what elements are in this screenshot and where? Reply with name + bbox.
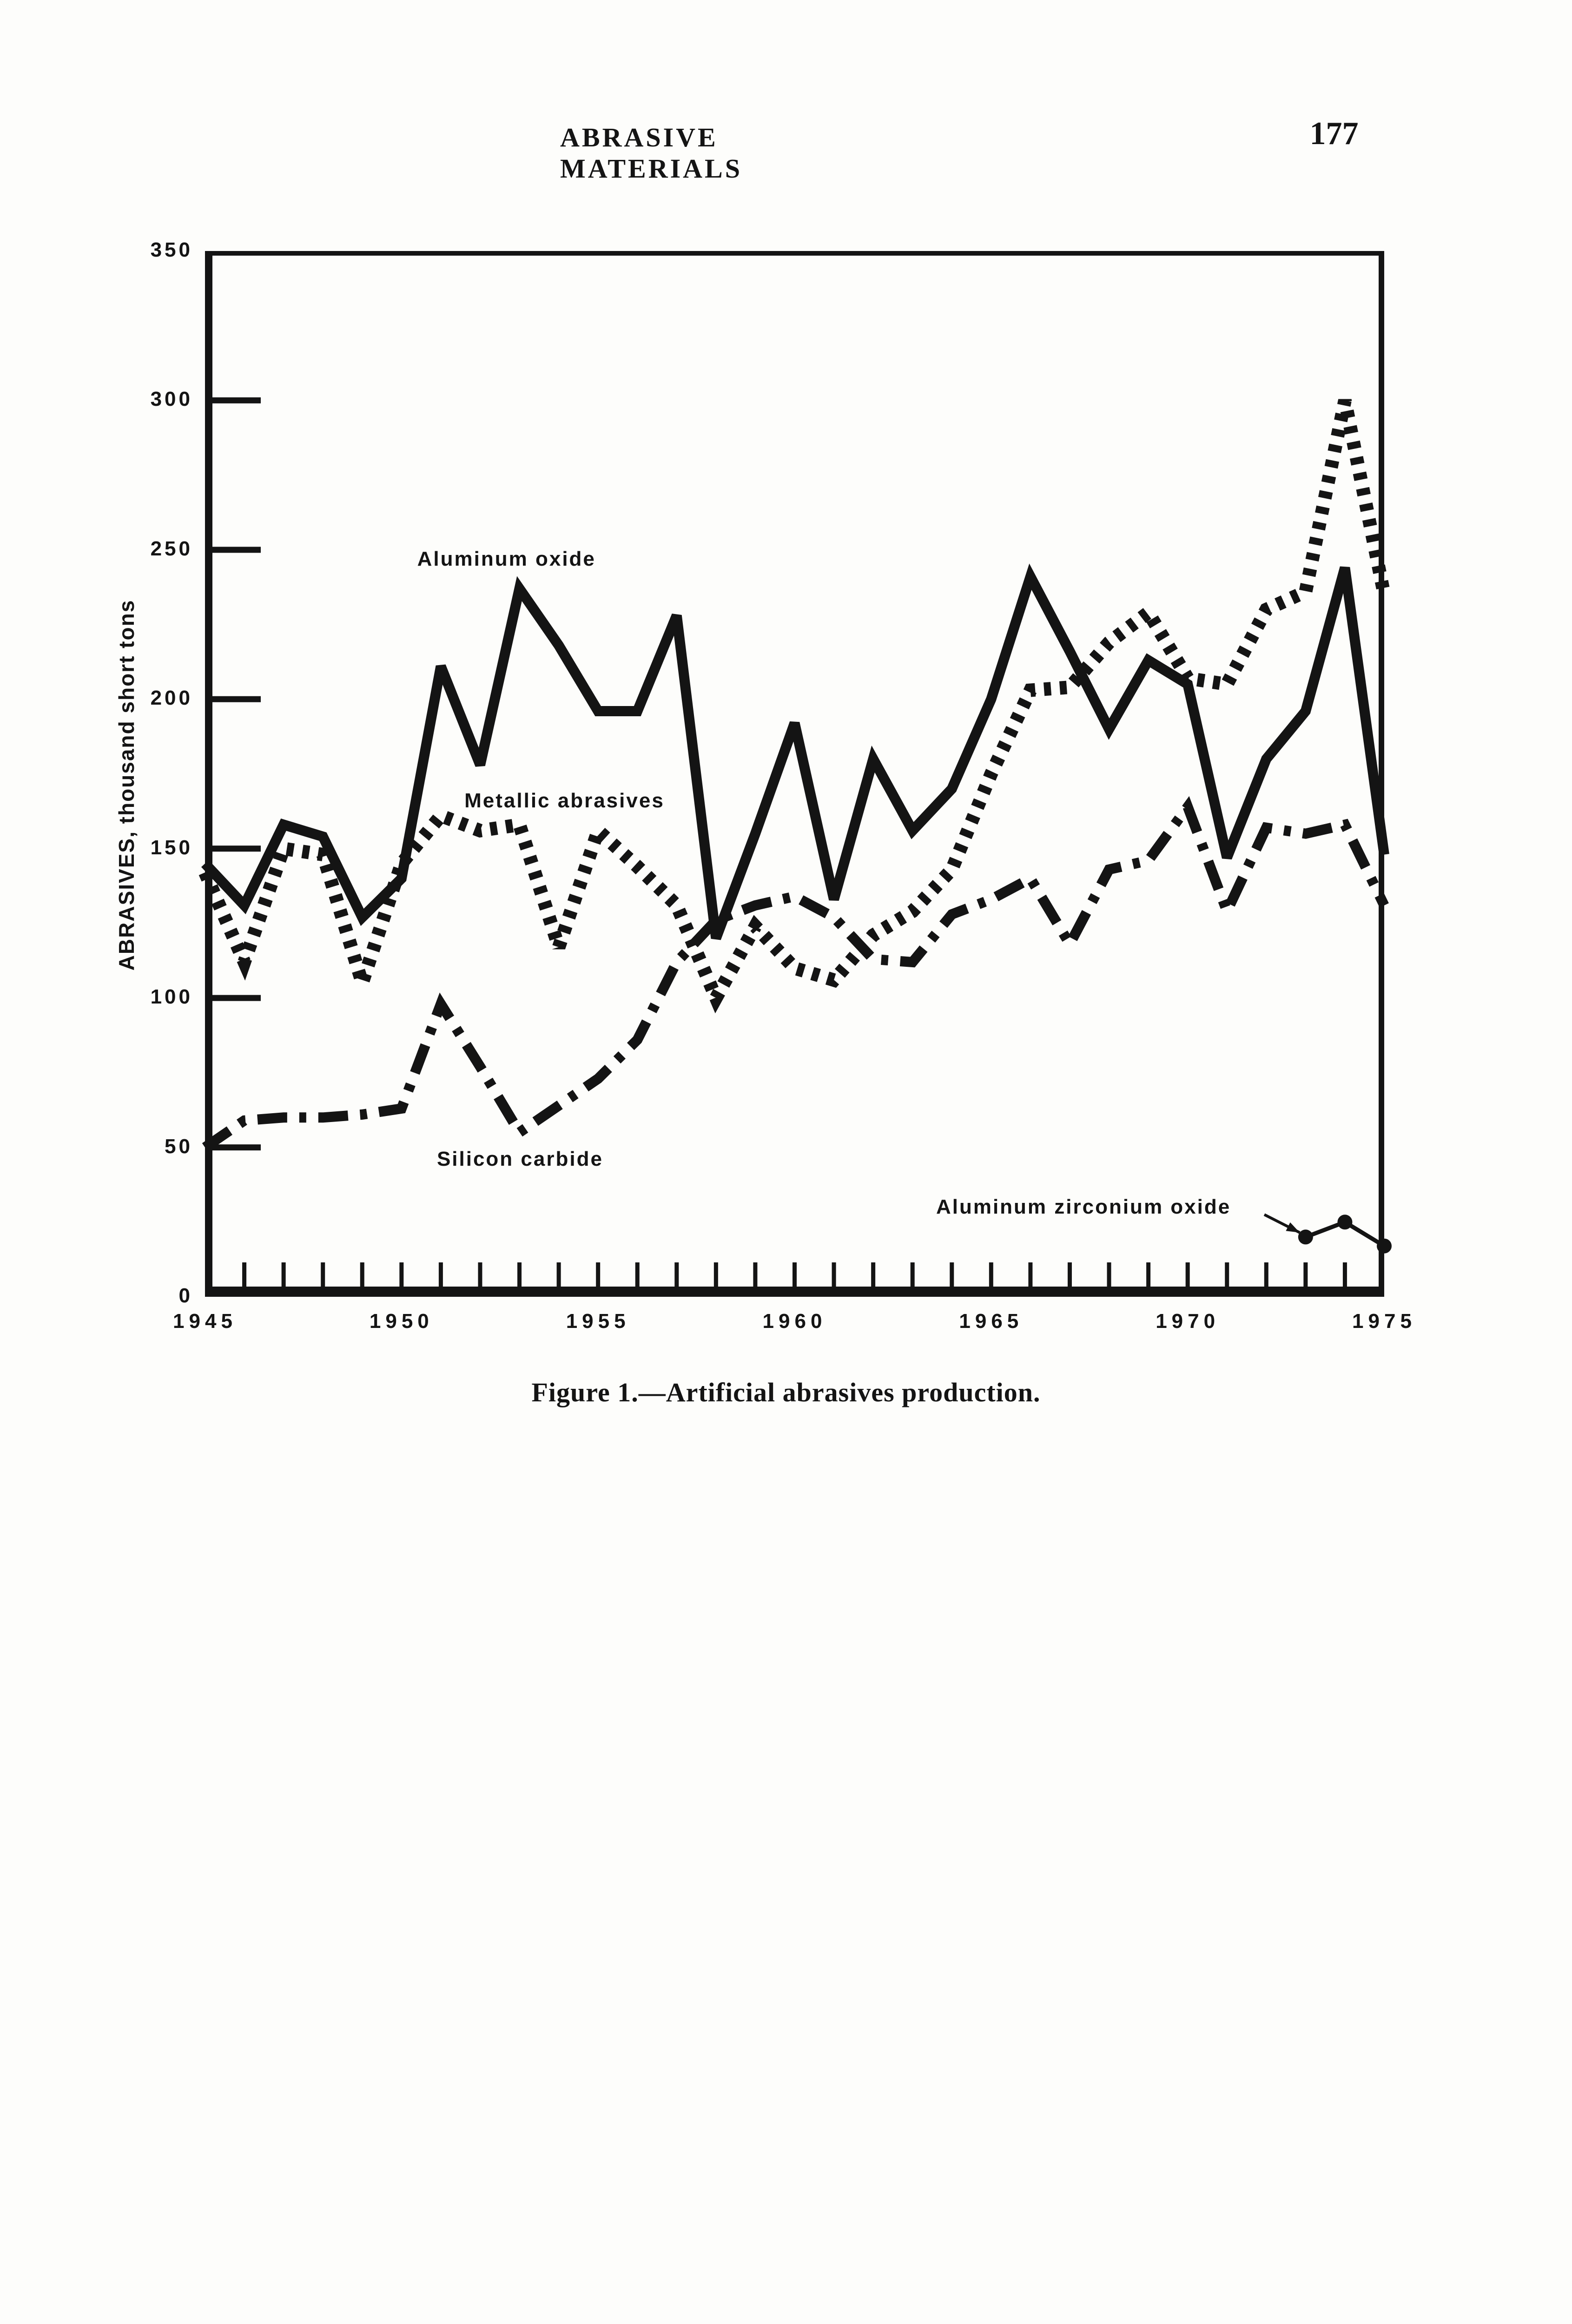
y-tick-label: 200 [150,687,193,710]
series-line-metallic-abrasives [198,399,1391,1014]
x-tick-label: 1970 [1156,1310,1220,1333]
x-tick-label: 1965 [959,1310,1024,1333]
series-label-aluminum-zirconium-oxide: Aluminum zirconium oxide [936,1195,1231,1219]
x-tick-label: 1960 [762,1310,827,1333]
y-tick-label: 50 [165,1135,193,1158]
data-point-marker [1298,1229,1313,1245]
x-tick-label: 1975 [1352,1310,1416,1333]
chart-canvas [198,251,1392,1297]
y-tick-label: 300 [150,388,193,411]
series-line-silicon-carbide [202,796,1389,1152]
y-tick-label: 350 [150,238,193,261]
y-tick-label: 0 [178,1284,193,1307]
y-tick-label: 250 [150,537,193,560]
series-label-silicon-carbide: Silicon carbide [436,1148,603,1171]
series-label-metallic-abrasives: Metallic abrasives [464,789,665,812]
data-point-marker [1337,1215,1353,1230]
data-point-marker [1377,1238,1392,1254]
figure-caption: Figure 1.—Artificial abrasives productio… [531,1377,1041,1407]
annotation-arrowhead [1286,1222,1300,1233]
page-number: 177 [1309,116,1359,152]
series-label-aluminum-oxide: Aluminum oxide [417,547,596,570]
x-tick-label: 1945 [173,1310,237,1333]
y-tick-label: 100 [150,985,193,1009]
figure-1-chart: ABRASIVES, thousand short tons Aluminum … [114,238,1416,1333]
y-tick-label: 150 [150,836,193,859]
x-tick-label: 1955 [566,1310,630,1333]
page-header-title: ABRASIVE MATERIALS [560,122,742,184]
x-tick-label: 1950 [369,1310,434,1333]
plot-area [198,251,1392,1297]
series-line-aluminum-oxide [201,563,1389,940]
